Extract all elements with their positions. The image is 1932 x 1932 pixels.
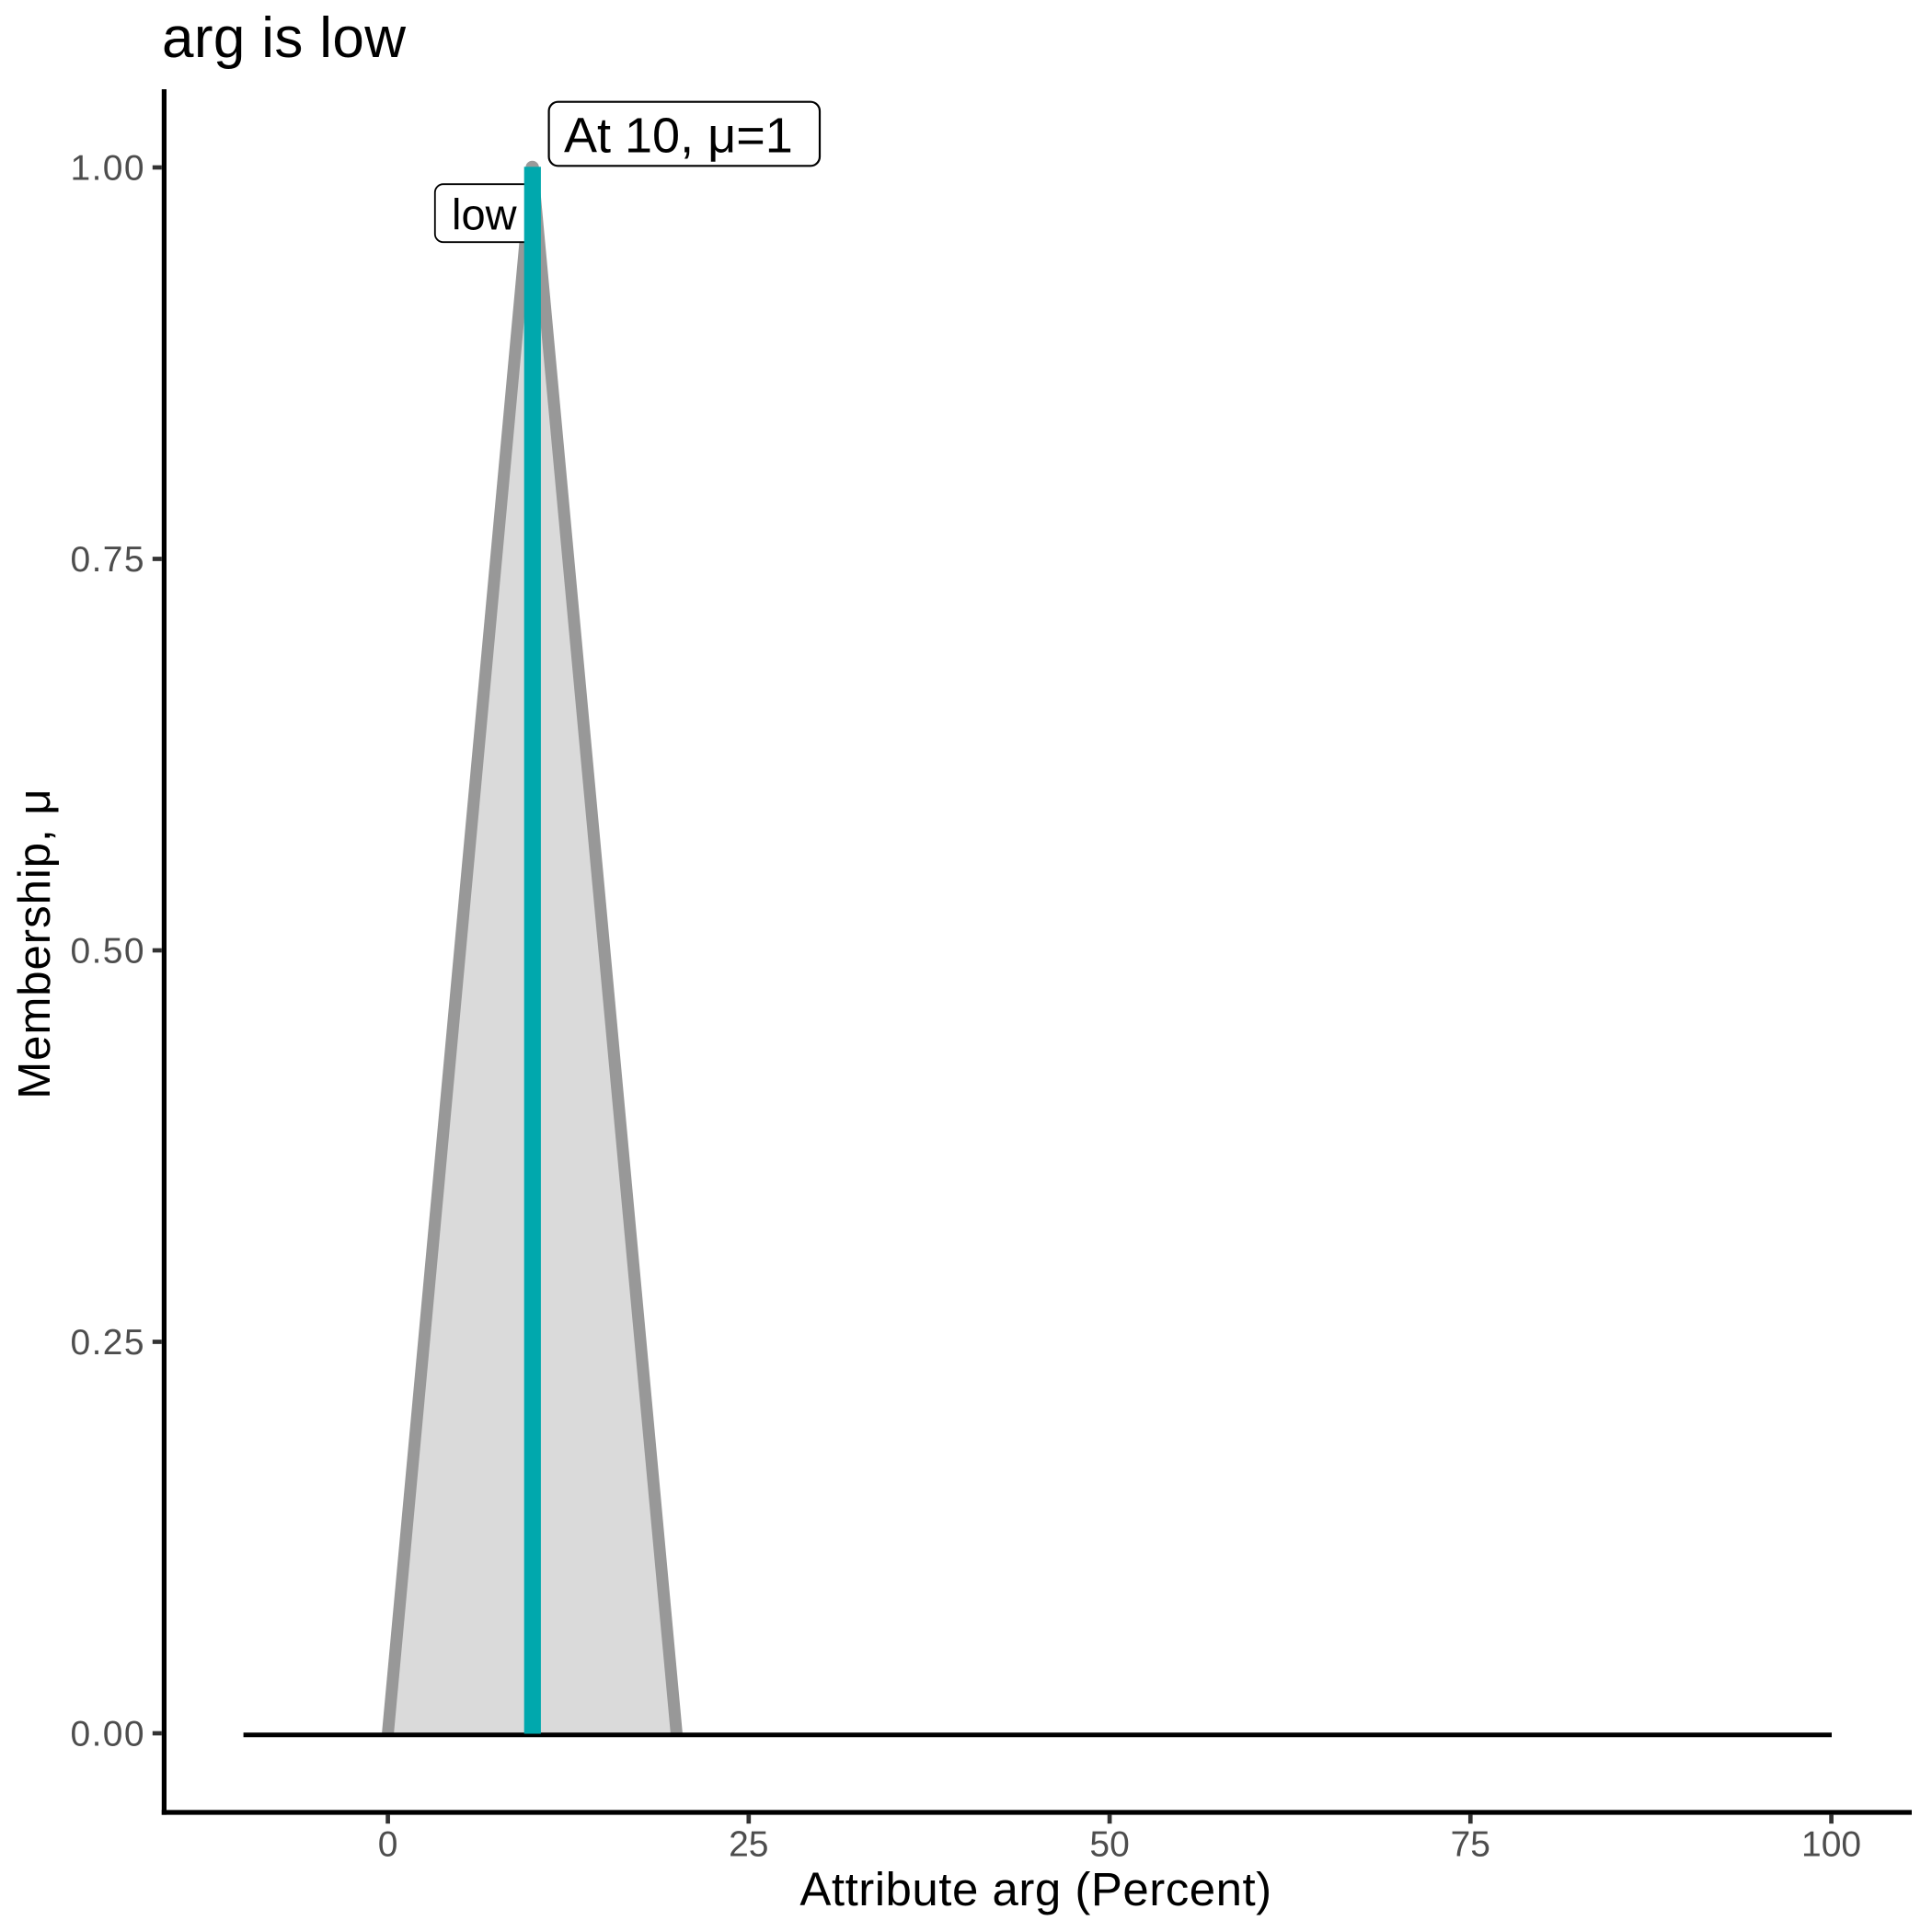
svg-text:0.00: 0.00 <box>70 1714 145 1754</box>
svg-text:75: 75 <box>1451 1825 1490 1865</box>
svg-text:0: 0 <box>378 1825 398 1865</box>
svg-text:low: low <box>452 190 518 238</box>
svg-text:1.00: 1.00 <box>70 148 145 188</box>
svg-text:0.75: 0.75 <box>70 540 145 580</box>
svg-text:50: 50 <box>1089 1825 1129 1865</box>
svg-text:Membership, μ: Membership, μ <box>10 788 60 1099</box>
svg-text:0.25: 0.25 <box>70 1323 145 1363</box>
svg-text:25: 25 <box>729 1825 768 1865</box>
svg-text:100: 100 <box>1801 1825 1861 1865</box>
svg-text:At 10, μ=1: At 10, μ=1 <box>564 108 793 163</box>
svg-text:0.50: 0.50 <box>70 931 145 971</box>
svg-text:Attribute arg (Percent): Attribute arg (Percent) <box>799 1863 1271 1915</box>
svg-text:arg is low: arg is low <box>162 6 406 70</box>
